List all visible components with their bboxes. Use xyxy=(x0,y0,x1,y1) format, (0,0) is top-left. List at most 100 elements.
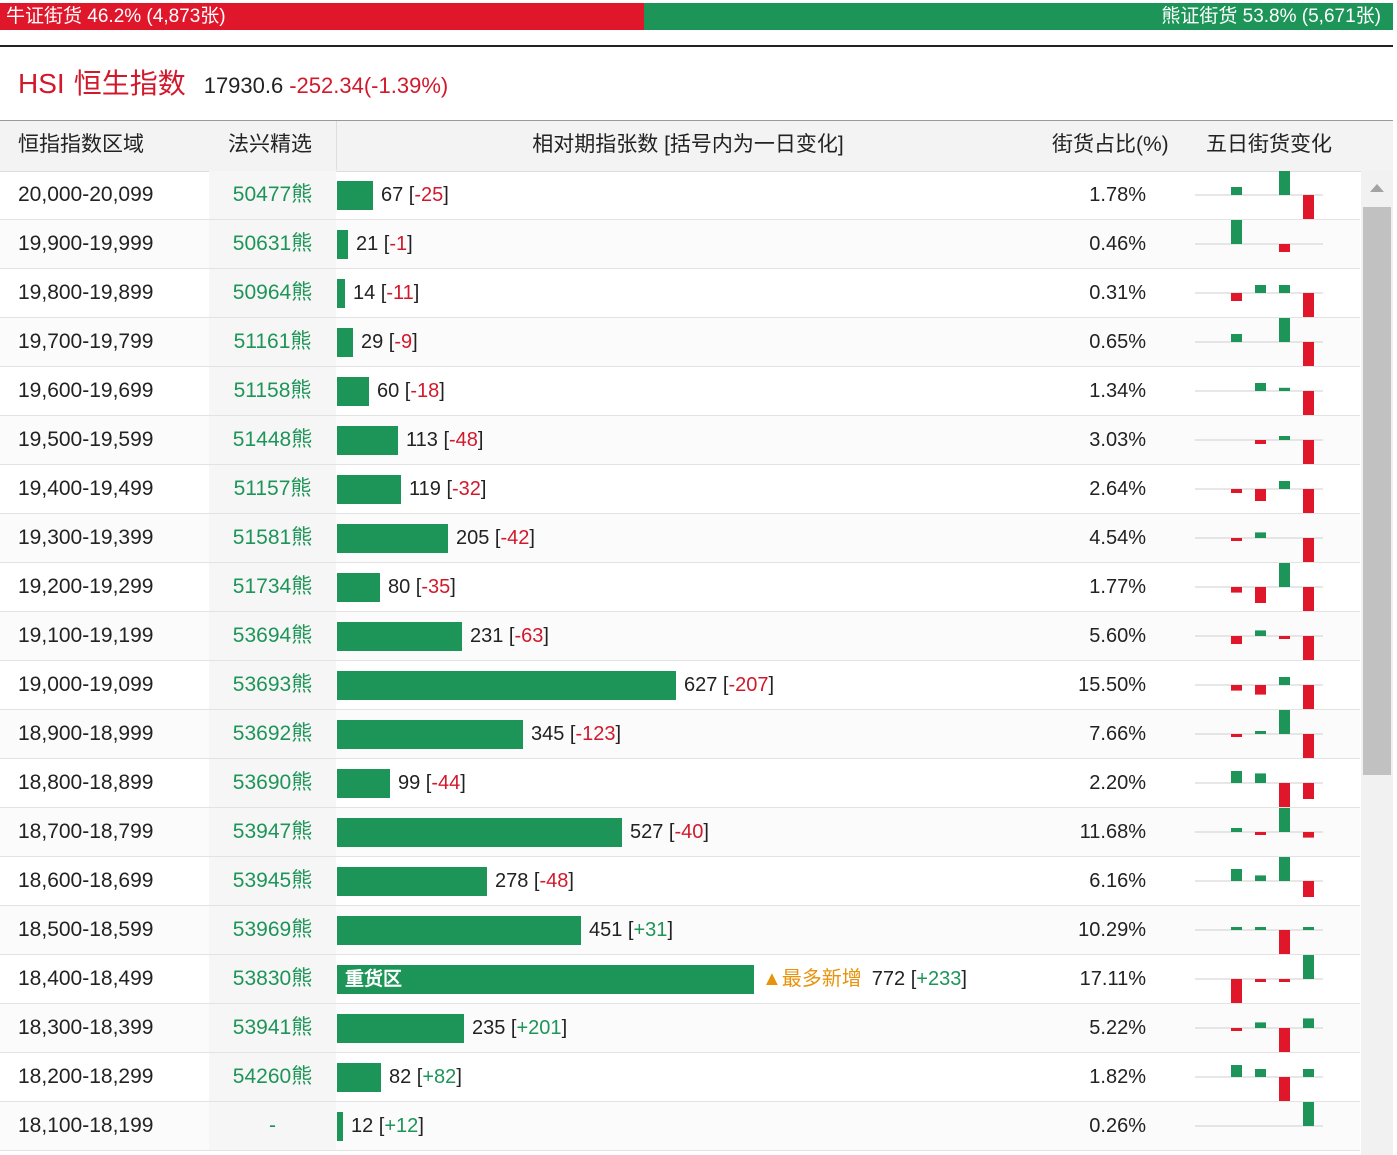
five-day-change-chart xyxy=(1195,285,1323,317)
warrant-code-link[interactable]: 53693熊 xyxy=(232,673,313,696)
count-bar xyxy=(337,622,462,651)
warrant-code-link[interactable]: 50477熊 xyxy=(232,183,313,206)
outstanding-pct: 10.29% xyxy=(1078,919,1146,941)
warrant-code-link[interactable]: 51581熊 xyxy=(232,526,313,549)
warrant-code-link[interactable]: - xyxy=(269,1114,276,1137)
scrollbar-thumb[interactable] xyxy=(1363,207,1391,775)
pick-cell-background xyxy=(209,661,336,709)
spark-bar xyxy=(1303,685,1314,709)
scroll-up-arrow-icon[interactable] xyxy=(1370,184,1384,192)
warrant-code-link[interactable]: 50631熊 xyxy=(232,232,313,255)
spark-bar xyxy=(1255,1022,1266,1028)
spark-bar xyxy=(1279,808,1290,832)
five-day-change-chart xyxy=(1195,171,1323,219)
five-day-change-chart xyxy=(1195,808,1323,838)
count-value: ▲最多新增 772 [+233] xyxy=(762,968,967,990)
spark-bar xyxy=(1303,955,1314,979)
outstanding-pct: 2.64% xyxy=(1089,478,1146,500)
range-cell: 18,800-18,899 xyxy=(18,771,154,794)
spark-bar xyxy=(1279,710,1290,734)
warrant-code-link[interactable]: 53830熊 xyxy=(232,967,313,990)
five-day-change-chart xyxy=(1195,1102,1323,1127)
spark-bar xyxy=(1279,436,1290,440)
daily-change: -40 xyxy=(674,821,704,843)
warrant-code-link[interactable]: 53941熊 xyxy=(232,1016,313,1039)
warrant-code-link[interactable]: 51157熊 xyxy=(233,477,312,500)
count-value: 278 [-48] xyxy=(495,870,574,892)
spark-bar xyxy=(1279,857,1290,881)
pick-cell-background xyxy=(209,367,336,415)
range-cell: 18,400-18,499 xyxy=(18,967,154,990)
table-row: 18,700-18,799 53947熊 527 [-40] 11.68% xyxy=(0,808,1360,857)
count-value: 12 [+12] xyxy=(351,1115,424,1137)
pick-cell-background xyxy=(209,1053,336,1101)
pick-cell-background xyxy=(209,1004,336,1052)
count-bar xyxy=(337,769,390,798)
warrant-code-link[interactable]: 51734熊 xyxy=(232,575,313,598)
warrant-code-link[interactable]: 54260熊 xyxy=(232,1065,313,1088)
count-number: 119 xyxy=(409,478,441,500)
count-bar xyxy=(337,1063,381,1092)
warrant-code-link[interactable]: 53945熊 xyxy=(232,869,313,892)
daily-change: -35 xyxy=(421,576,451,598)
table-row: 18,300-18,399 53941熊 235 [+201] 5.22% xyxy=(0,1004,1360,1053)
warrant-code-link[interactable]: 53690熊 xyxy=(232,771,313,794)
five-day-change-chart xyxy=(1195,955,1323,1003)
spark-bar xyxy=(1231,927,1242,930)
warrant-code-link[interactable]: 50964熊 xyxy=(232,281,313,304)
daily-change: -207 xyxy=(728,674,769,696)
table-row: 19,300-19,399 51581熊 205 [-42] 4.54% xyxy=(0,514,1360,563)
outstanding-pct: 15.50% xyxy=(1078,674,1146,696)
outstanding-pct: 1.77% xyxy=(1089,576,1146,598)
warrant-code-link[interactable]: 53694熊 xyxy=(232,624,313,647)
count-bar xyxy=(337,720,523,749)
warrant-code-link[interactable]: 51161熊 xyxy=(233,330,312,353)
pick-cell-background xyxy=(209,759,336,807)
count-bar xyxy=(337,377,369,406)
five-day-change-chart xyxy=(1195,318,1323,366)
spark-bar xyxy=(1231,489,1242,493)
count-number: 113 xyxy=(406,429,438,451)
pick-cell-background xyxy=(209,465,336,513)
count-value: 119 [-32] xyxy=(409,478,487,500)
range-cell: 19,500-19,599 xyxy=(18,428,154,451)
five-day-change-chart xyxy=(1195,532,1323,562)
warrant-code-link[interactable]: 53947熊 xyxy=(232,820,313,843)
spark-bar xyxy=(1303,538,1314,562)
table-row: 19,400-19,499 51157熊 119 [-32] 2.64% xyxy=(0,465,1360,514)
table-row: 19,500-19,599 51448熊 113 [-48] 3.03% xyxy=(0,416,1360,465)
count-number: 14 xyxy=(353,282,376,304)
pick-cell-background xyxy=(209,220,336,268)
warrant-code-link[interactable]: 51448熊 xyxy=(232,428,313,451)
bear-outstanding-label: 熊证街货 53.8% (5,671张) xyxy=(644,3,1393,30)
index-value: 17930.6 xyxy=(203,73,284,98)
spark-bar xyxy=(1279,563,1290,587)
spark-bar xyxy=(1231,220,1242,244)
spark-bar xyxy=(1303,293,1314,317)
outstanding-pct: 0.26% xyxy=(1089,1115,1146,1137)
daily-change: -18 xyxy=(410,380,440,402)
spark-bar xyxy=(1279,636,1290,639)
pick-cell-background xyxy=(209,710,336,758)
spark-bar xyxy=(1279,783,1290,807)
count-bar xyxy=(337,230,348,259)
outstanding-pct: 1.82% xyxy=(1089,1066,1146,1088)
range-cell: 18,200-18,299 xyxy=(18,1065,154,1088)
outstanding-pct: 1.78% xyxy=(1089,184,1146,206)
spark-bar xyxy=(1279,677,1290,685)
outstanding-pct: 0.31% xyxy=(1089,282,1146,304)
daily-change: -123 xyxy=(575,723,616,745)
count-value: 627 [-207] xyxy=(684,674,775,696)
warrant-code-link[interactable]: 53692熊 xyxy=(232,722,313,745)
vertical-scrollbar[interactable] xyxy=(1361,171,1393,1155)
range-cell: 18,300-18,399 xyxy=(18,1016,154,1039)
warrant-code-link[interactable]: 53969熊 xyxy=(232,918,313,941)
warrant-code-link[interactable]: 51158熊 xyxy=(233,379,312,402)
five-day-change-chart xyxy=(1195,771,1323,807)
count-number: 235 xyxy=(472,1017,506,1039)
spark-bar xyxy=(1279,171,1290,195)
range-cell: 19,400-19,499 xyxy=(18,477,154,500)
five-day-change-chart xyxy=(1195,710,1323,758)
spark-bar xyxy=(1231,979,1242,1003)
count-number: 99 xyxy=(398,772,421,794)
